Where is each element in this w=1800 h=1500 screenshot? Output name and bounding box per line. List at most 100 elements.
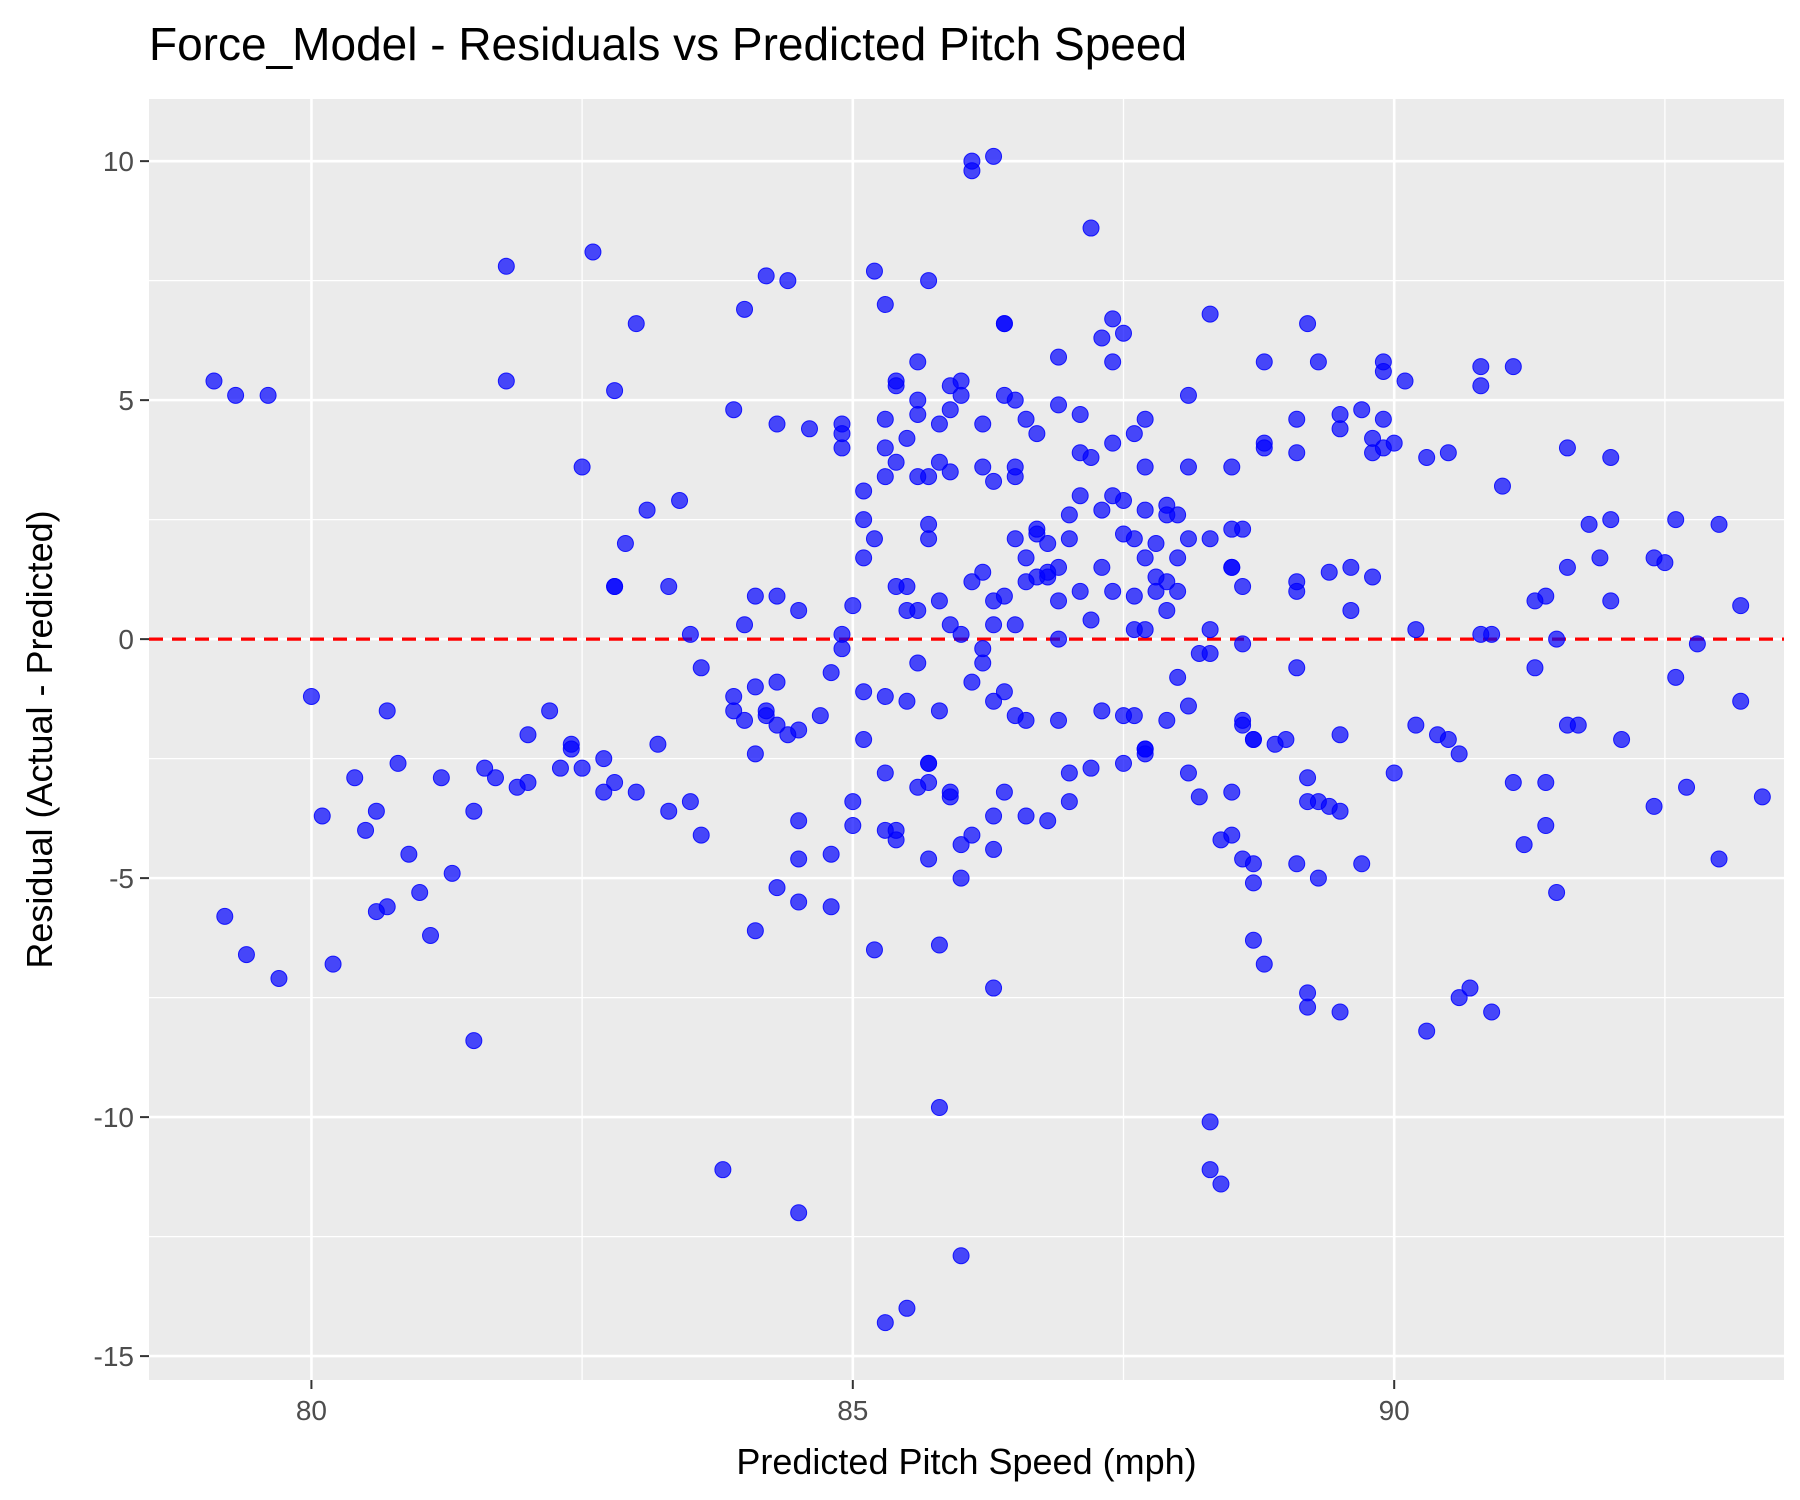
data-point bbox=[595, 783, 613, 801]
data-point bbox=[898, 692, 916, 710]
data-point bbox=[952, 372, 970, 390]
data-point bbox=[1331, 420, 1349, 438]
data-point bbox=[573, 458, 591, 476]
data-point bbox=[378, 702, 396, 720]
data-point bbox=[1050, 711, 1068, 729]
data-point bbox=[627, 783, 645, 801]
data-point bbox=[660, 578, 678, 596]
x-tick-label: 80 bbox=[296, 1395, 327, 1426]
data-point bbox=[681, 625, 699, 643]
data-point bbox=[1136, 410, 1154, 428]
data-point bbox=[995, 587, 1013, 605]
data-point bbox=[1212, 1175, 1230, 1193]
data-point bbox=[1125, 530, 1143, 548]
data-point bbox=[497, 257, 515, 275]
data-point bbox=[1244, 731, 1262, 748]
data-point bbox=[1288, 410, 1306, 428]
data-point bbox=[1288, 855, 1306, 873]
data-point bbox=[1288, 582, 1306, 600]
data-point bbox=[876, 687, 894, 705]
data-point bbox=[1115, 754, 1133, 772]
data-point bbox=[930, 415, 948, 433]
data-point bbox=[1006, 458, 1024, 476]
data-point bbox=[876, 439, 894, 457]
data-point bbox=[573, 759, 591, 777]
data-point bbox=[465, 1032, 483, 1050]
data-point bbox=[941, 463, 959, 481]
data-point bbox=[725, 401, 743, 419]
data-point bbox=[1201, 305, 1219, 323]
data-point bbox=[692, 659, 710, 677]
data-point bbox=[1602, 448, 1620, 466]
data-point bbox=[1060, 764, 1078, 782]
data-point bbox=[855, 683, 873, 701]
data-point bbox=[1309, 869, 1327, 887]
data-point bbox=[1093, 329, 1111, 347]
data-point bbox=[865, 530, 883, 548]
data-point bbox=[909, 391, 927, 409]
data-point bbox=[920, 850, 938, 868]
data-point bbox=[1667, 511, 1685, 529]
data-point bbox=[811, 707, 829, 725]
data-point bbox=[1407, 716, 1425, 734]
data-point bbox=[519, 726, 537, 744]
data-point bbox=[1223, 458, 1241, 476]
data-point bbox=[985, 472, 1003, 490]
data-point bbox=[411, 883, 429, 901]
data-point bbox=[920, 515, 938, 533]
data-point bbox=[324, 955, 342, 973]
data-point bbox=[855, 731, 873, 748]
data-point bbox=[1115, 324, 1133, 342]
data-point bbox=[1353, 401, 1371, 419]
data-point bbox=[768, 415, 786, 433]
data-point bbox=[898, 1299, 916, 1317]
data-point bbox=[1299, 984, 1317, 1002]
data-point bbox=[1526, 659, 1544, 677]
data-point bbox=[1342, 601, 1360, 619]
data-point bbox=[974, 415, 992, 433]
data-point bbox=[1060, 793, 1078, 811]
data-point bbox=[1385, 764, 1403, 782]
data-point bbox=[963, 673, 981, 691]
data-point bbox=[855, 549, 873, 567]
data-point bbox=[1082, 448, 1100, 466]
data-point bbox=[606, 578, 624, 596]
data-point bbox=[1201, 644, 1219, 662]
data-point bbox=[660, 802, 678, 820]
data-point bbox=[757, 267, 775, 285]
data-point bbox=[1678, 778, 1696, 796]
data-point bbox=[1179, 697, 1197, 715]
y-tick-labels: 10 5 0 -5 -10 -15 bbox=[94, 146, 134, 1372]
data-point bbox=[1104, 434, 1122, 452]
data-point bbox=[746, 587, 764, 605]
data-point bbox=[1190, 788, 1208, 806]
y-tick-label: -5 bbox=[109, 863, 134, 894]
data-point bbox=[736, 616, 754, 634]
data-point bbox=[1060, 530, 1078, 548]
data-point bbox=[1558, 558, 1576, 576]
data-point bbox=[952, 869, 970, 887]
data-point bbox=[974, 654, 992, 672]
data-point bbox=[974, 640, 992, 658]
data-point bbox=[1288, 444, 1306, 462]
data-point bbox=[833, 439, 851, 457]
y-axis-title: Residual (Actual - Predicted) bbox=[19, 510, 60, 968]
data-point bbox=[476, 759, 494, 777]
data-point bbox=[746, 745, 764, 763]
data-point bbox=[930, 453, 948, 471]
data-point bbox=[562, 735, 580, 753]
data-point bbox=[1136, 458, 1154, 476]
data-point bbox=[768, 716, 786, 734]
data-point bbox=[1548, 883, 1566, 901]
data-point bbox=[1331, 405, 1349, 423]
data-point bbox=[876, 1314, 894, 1332]
data-point bbox=[1147, 582, 1165, 600]
data-point bbox=[822, 898, 840, 916]
data-point bbox=[1071, 582, 1089, 600]
data-point bbox=[995, 783, 1013, 801]
data-point bbox=[1288, 659, 1306, 677]
data-point bbox=[1504, 774, 1522, 792]
data-point bbox=[941, 783, 959, 801]
data-point bbox=[1082, 759, 1100, 777]
data-point bbox=[1017, 807, 1035, 825]
